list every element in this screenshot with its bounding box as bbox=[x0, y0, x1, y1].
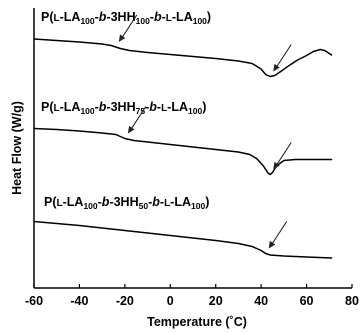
series-label-part: 100 bbox=[80, 16, 94, 26]
series-label-part: -LA bbox=[63, 195, 84, 209]
series-label-part: 100 bbox=[191, 201, 205, 211]
series-label-part: L bbox=[166, 13, 172, 24]
series-label-part: 100 bbox=[80, 106, 94, 116]
series-label-part: ) bbox=[202, 100, 206, 114]
transition-arrow-1-1 bbox=[121, 14, 138, 39]
x-tick-label: -20 bbox=[116, 294, 134, 308]
series-label-part: - bbox=[95, 10, 99, 24]
series-curve-2 bbox=[33, 127, 333, 176]
series-label-part: L bbox=[161, 103, 167, 114]
series-label-part: - bbox=[98, 195, 102, 209]
series-label-part: -LA bbox=[60, 10, 81, 24]
series-label-part: P( bbox=[41, 10, 54, 24]
series-label-part: ) bbox=[205, 195, 209, 209]
series-label-part: 100 bbox=[83, 201, 97, 211]
series-curve-1 bbox=[33, 38, 333, 78]
series-label-1: P(L-LA100-b-3HH100-b-L-LA100) bbox=[41, 10, 211, 26]
transition-arrowhead-1-2 bbox=[273, 63, 280, 72]
series-label-3: P(L-LA100-b-3HH50-b-L-LA100) bbox=[44, 195, 209, 211]
series-label-2: P(L-LA100-b-3HH75-b-L-LA100) bbox=[41, 100, 206, 116]
series-label-part: - bbox=[162, 10, 166, 24]
series-label-part: -LA bbox=[172, 10, 193, 24]
series-label-part: - bbox=[145, 100, 149, 114]
series-label-part: -3HH bbox=[106, 100, 135, 114]
transition-arrowhead-1-1 bbox=[118, 34, 126, 42]
x-tick-label: 80 bbox=[345, 294, 359, 308]
series-label-part: L bbox=[54, 103, 60, 114]
series-label-part: b bbox=[99, 100, 107, 114]
series-label-part: - bbox=[160, 195, 164, 209]
series-label-part: 50 bbox=[139, 201, 149, 211]
transition-arrow-2-1 bbox=[130, 106, 147, 130]
transition-arrow-2-2 bbox=[275, 142, 292, 166]
x-tick-label: -40 bbox=[70, 294, 88, 308]
series-label-part: P( bbox=[41, 100, 54, 114]
series-label-part: -LA bbox=[167, 100, 188, 114]
x-tick-label: 0 bbox=[167, 294, 174, 308]
series-label-part: - bbox=[157, 100, 161, 114]
transition-arrowhead-3-1 bbox=[268, 240, 276, 249]
series-label-part: P( bbox=[44, 195, 57, 209]
y-axis-title: Heat Flow (W/g) bbox=[10, 101, 24, 195]
series-label-part: L bbox=[54, 13, 60, 24]
series-label-part: - bbox=[148, 195, 152, 209]
series-label-part: - bbox=[150, 10, 154, 24]
series-label-part: L bbox=[164, 198, 170, 209]
series-label-part: 100 bbox=[193, 16, 207, 26]
transition-arrowhead-2-1 bbox=[127, 125, 135, 134]
series-label-part: -LA bbox=[170, 195, 191, 209]
series-label-part: b bbox=[152, 195, 160, 209]
series-label-part: 100 bbox=[188, 106, 202, 116]
x-tick-label: 20 bbox=[209, 294, 223, 308]
x-axis-title: Temperature (˚C) bbox=[147, 315, 247, 329]
series-label-part: - bbox=[95, 100, 99, 114]
transition-arrowhead-2-2 bbox=[273, 161, 280, 170]
x-tick-label: 60 bbox=[300, 294, 314, 308]
series-label-part: b bbox=[102, 195, 110, 209]
x-tick-label: 40 bbox=[254, 294, 268, 308]
series-label-part: -LA bbox=[60, 100, 81, 114]
x-tick-label: -60 bbox=[25, 294, 43, 308]
series-label-part: 75 bbox=[136, 106, 146, 116]
series-label-part: 100 bbox=[136, 16, 150, 26]
series-label-part: -3HH bbox=[106, 10, 135, 24]
series-label-part: b bbox=[154, 10, 162, 24]
series-curve-3 bbox=[33, 220, 333, 259]
series-label-part: L bbox=[57, 198, 63, 209]
series-label-part: ) bbox=[207, 10, 211, 24]
series-label-part: b bbox=[149, 100, 157, 114]
series-label-part: -3HH bbox=[109, 195, 138, 209]
transition-arrow-3-1 bbox=[271, 221, 288, 245]
transition-arrow-1-2 bbox=[275, 44, 292, 68]
series-label-part: b bbox=[99, 10, 107, 24]
